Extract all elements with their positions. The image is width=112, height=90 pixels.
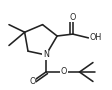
Text: OH: OH — [90, 33, 102, 42]
Text: O: O — [61, 68, 67, 76]
Text: O: O — [29, 77, 36, 86]
Text: O: O — [70, 13, 76, 22]
Text: N: N — [43, 50, 49, 59]
